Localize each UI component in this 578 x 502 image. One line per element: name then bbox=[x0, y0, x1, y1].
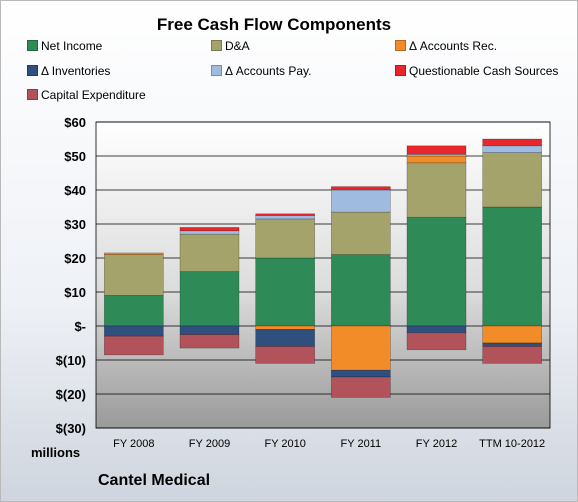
y-tick-label: $10 bbox=[64, 285, 86, 300]
y-tick-label: $50 bbox=[64, 149, 86, 164]
legend-swatch bbox=[211, 40, 222, 51]
x-axis-ticks: FY 2008 FY 2009 FY 2010 FY 2011 FY 2012 TTM 1… bbox=[113, 438, 545, 450]
y-tick-label: $(10) bbox=[56, 353, 86, 368]
legend-swatch bbox=[395, 65, 406, 76]
legend-swatch bbox=[27, 65, 38, 76]
y-tick-label: $(30) bbox=[56, 421, 86, 436]
legend-item-accounts-rec: Δ Accounts Rec. bbox=[395, 39, 497, 53]
bar-segment bbox=[331, 186, 391, 191]
legend-swatch bbox=[395, 40, 406, 51]
y-axis-ticks: $60 $50 $40 $30 $20 $10 $- $(10) $(20) $(30) bbox=[56, 115, 86, 436]
bar-segment bbox=[482, 152, 542, 208]
bar-segment bbox=[255, 346, 315, 364]
x-tick-label: FY 2012 bbox=[416, 438, 457, 450]
bar-segment bbox=[331, 376, 391, 398]
gridlines bbox=[95, 121, 551, 429]
bar-segment bbox=[331, 211, 391, 255]
y-tick-label: $- bbox=[74, 319, 86, 334]
legend-label: Δ Accounts Pay. bbox=[225, 64, 312, 78]
bar-segment bbox=[104, 335, 164, 356]
bar-segment bbox=[406, 216, 467, 327]
legend-label: Capital Expenditure bbox=[41, 88, 146, 102]
company-name: Cantel Medical bbox=[98, 472, 211, 489]
legend-swatch bbox=[27, 40, 38, 51]
bar-segment bbox=[331, 254, 391, 327]
chart-title: Free Cash Flow Components bbox=[156, 15, 392, 34]
bar-segment bbox=[255, 329, 315, 347]
bar-segment bbox=[331, 325, 391, 371]
plot-border bbox=[95, 121, 551, 429]
bar-segment bbox=[255, 213, 315, 216]
bar-segment bbox=[179, 271, 240, 327]
bar-segment bbox=[482, 346, 542, 364]
bar-segment bbox=[179, 230, 240, 235]
x-tick-label: FY 2008 bbox=[113, 438, 154, 450]
y-tick-label: $60 bbox=[64, 115, 86, 130]
x-tick-label: FY 2009 bbox=[189, 438, 230, 450]
bar-segment bbox=[406, 155, 467, 164]
bar-segment bbox=[482, 145, 542, 153]
y-tick-label: $30 bbox=[64, 217, 86, 232]
y-tick-label: $(20) bbox=[56, 387, 86, 402]
y-tick-label: $20 bbox=[64, 251, 86, 266]
bar-segment bbox=[482, 206, 542, 327]
legend-item-questionable-cash: Questionable Cash Sources bbox=[395, 64, 558, 78]
y-axis-unit-label: millions bbox=[31, 445, 80, 460]
bar-segment bbox=[104, 252, 164, 255]
bar-segment bbox=[482, 138, 542, 147]
x-tick-label: FY 2010 bbox=[264, 438, 305, 450]
bar-segment bbox=[482, 325, 542, 344]
bar-segment bbox=[406, 162, 467, 218]
bar-segment bbox=[255, 325, 315, 330]
legend-item-net-income: Net Income bbox=[27, 39, 102, 53]
legend: Net Income D&A Δ Accounts Rec. Δ Invento… bbox=[23, 39, 563, 109]
y-tick-label: $40 bbox=[64, 183, 86, 198]
bar-segment bbox=[179, 227, 240, 232]
legend-label: Δ Inventories bbox=[41, 64, 111, 78]
bar-segment bbox=[406, 145, 467, 155]
bar-segment bbox=[406, 325, 467, 334]
legend-label: Δ Accounts Rec. bbox=[409, 39, 498, 53]
bar-segment bbox=[406, 332, 467, 351]
bar-segment bbox=[179, 334, 240, 349]
bar-segment bbox=[179, 325, 240, 335]
legend-label: Net Income bbox=[41, 39, 103, 53]
legend-swatch bbox=[211, 65, 222, 76]
bar-segment bbox=[255, 257, 315, 327]
legend-item-inventories: Δ Inventories bbox=[27, 64, 110, 78]
bar-segment bbox=[331, 369, 391, 378]
bar-segment bbox=[104, 254, 164, 296]
bar-segment bbox=[255, 218, 315, 259]
x-tick-label: FY 2011 bbox=[341, 438, 382, 450]
x-tick-label: TTM 10-2012 bbox=[479, 438, 545, 450]
legend-item-da: D&A bbox=[211, 39, 250, 53]
bar-segment bbox=[104, 295, 164, 327]
bar-segment bbox=[104, 325, 164, 337]
legend-label: D&A bbox=[225, 39, 250, 53]
bar-segment bbox=[179, 233, 240, 272]
legend-swatch bbox=[27, 89, 38, 100]
bar-segment bbox=[331, 189, 391, 213]
legend-item-capex: Capital Expenditure bbox=[27, 88, 146, 102]
bars bbox=[104, 138, 542, 398]
plot-area bbox=[96, 122, 550, 428]
legend-label: Questionable Cash Sources bbox=[409, 64, 559, 78]
bar-segment bbox=[255, 215, 315, 220]
legend-item-accounts-pay: Δ Accounts Pay. bbox=[211, 64, 312, 78]
bar-segment bbox=[482, 342, 542, 347]
